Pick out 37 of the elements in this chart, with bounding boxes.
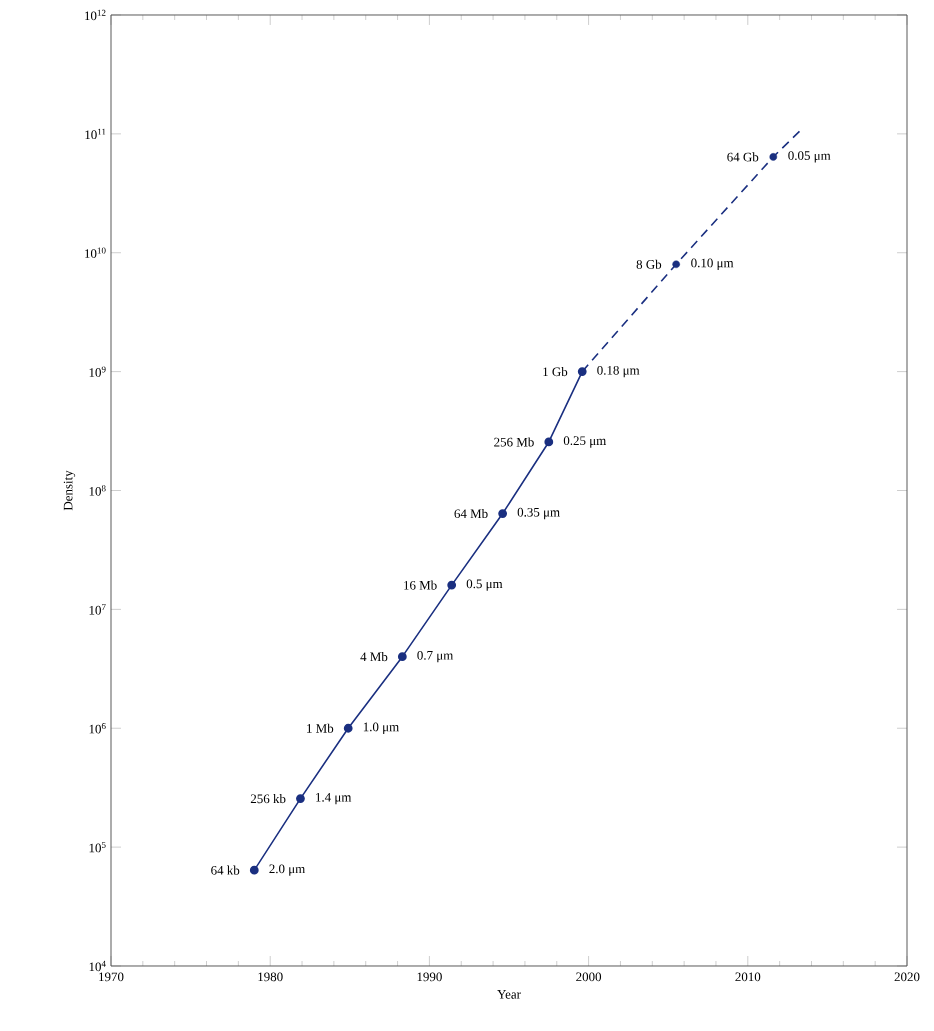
y-tick-label: 10$^{11}$ [85,128,106,140]
annotation: 64 Gb [727,152,759,162]
annotation: 1 Mb [307,723,334,733]
annotation: 0.18 μm [597,365,640,378]
annotation: 0.05 μm [788,151,831,163]
y-tick-label: 10$^{8}$ [89,485,106,496]
annotation: 8 Gb [636,259,662,269]
x-tick-label: 1980 [258,972,283,982]
annotation: 16 Mb [404,580,437,590]
x-tick-label: 2000 [576,972,602,982]
annotation: 64 Mb [454,508,488,519]
y-tick-label: 10$^{12}$ [85,9,106,21]
annotation: 2.0 μm [269,864,306,876]
x-tick-label: 1990 [417,972,442,982]
annotation: 1 Gb [543,367,568,377]
y-tick-label: 10$^{4}$ [89,960,106,972]
x-tick-label: 2020 [894,972,920,982]
y-tick-label: 10$^{5}$ [89,841,106,853]
y-tick-label: 10$^{10}$ [85,247,106,258]
annotation: 0.10 μm [691,258,734,270]
x-axis-title: Year [497,990,521,999]
annotation: 1.0 μm [363,722,399,734]
x-tick-label: 2010 [735,972,761,982]
annotation: 256 kb [250,794,286,804]
annotation: 1.4 μm [316,792,352,805]
annotation: 0.35 μm [517,507,560,520]
x-tick-label: 1970 [99,972,124,982]
annotation: 64 kb [211,865,240,875]
annotation: 0.25 μm [563,436,607,448]
y-tick-label: 10$^{9}$ [89,366,106,377]
annotation: 0.7 μm [417,650,454,663]
y-tick-label: 10$^{6}$ [89,723,106,734]
annotation: 0.5 μm [466,579,503,591]
annotation: 256 Mb [494,437,534,447]
y-tick-label: 10$^{7}$ [89,604,106,615]
y-axis-title: Density [63,470,76,511]
annotation: 4 Mb [360,652,388,662]
